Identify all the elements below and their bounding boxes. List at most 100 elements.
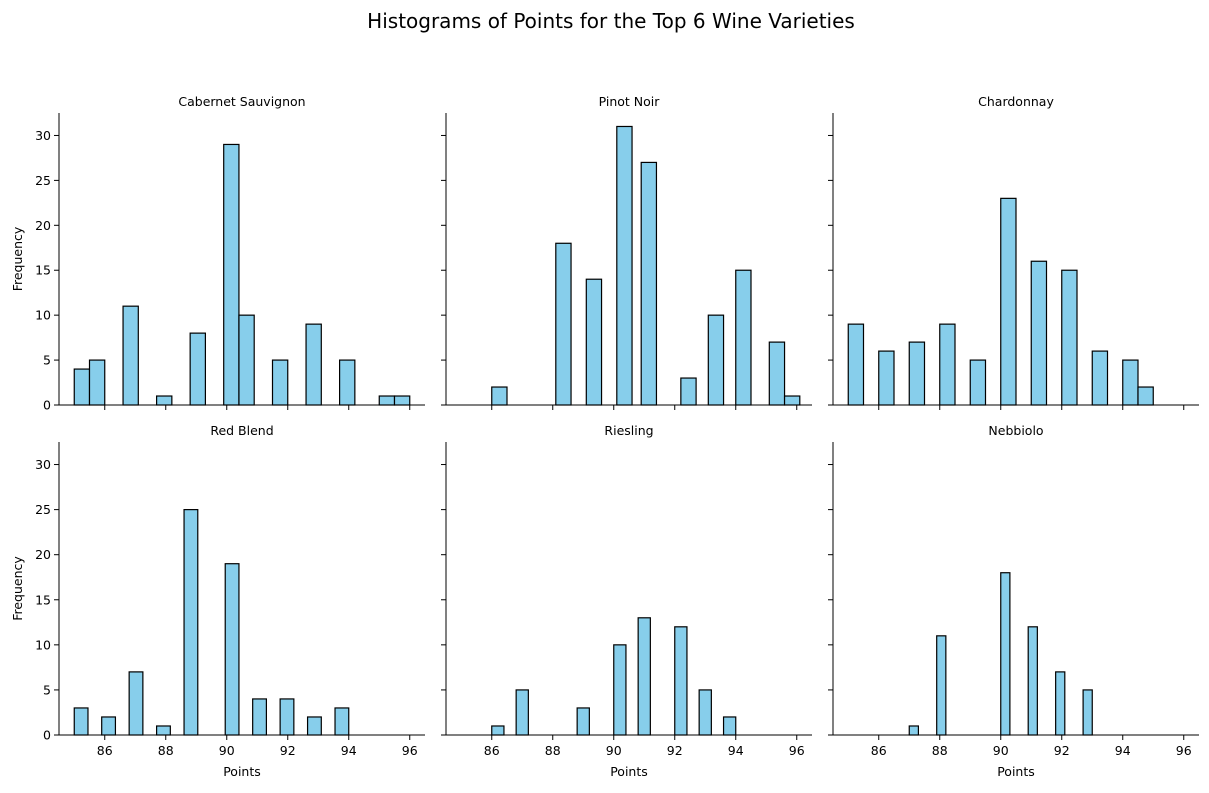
y-tick-label: 10: [35, 308, 51, 323]
x-tick-label: 86: [484, 743, 500, 758]
histogram-bar: [637, 617, 651, 736]
histogram-bar: [156, 395, 173, 406]
histogram-bar: [1000, 572, 1011, 736]
y-tick-label: 30: [35, 128, 51, 143]
histogram-bar: [279, 698, 295, 736]
panel-title: Riesling: [604, 423, 653, 438]
x-tick-label: 88: [932, 743, 948, 758]
histogram-bar: [491, 386, 508, 406]
x-tick-label: 96: [789, 743, 805, 758]
histogram-bar: [707, 314, 725, 406]
histogram-bar: [128, 671, 144, 736]
x-tick-label: 86: [871, 743, 887, 758]
histogram-bar: [305, 323, 322, 406]
y-tick-label: 15: [35, 592, 51, 607]
y-axis-label: Frequency: [10, 226, 25, 291]
histogram-bar: [1030, 260, 1048, 406]
x-tick-label: 94: [728, 743, 744, 758]
histogram-bar: [1137, 386, 1154, 406]
histogram-bar: [271, 359, 289, 406]
histogram-bar: [73, 368, 91, 406]
histogram-bar: [223, 143, 240, 406]
y-tick-label: 30: [35, 457, 51, 472]
histogram-bar: [1082, 689, 1093, 736]
x-tick-label: 92: [667, 743, 683, 758]
panel-4: 0 5 10 15 20 25 30 86 88 90 92 94 96 Red Blend Frequen…: [10, 423, 425, 779]
histogram-bar: [1055, 671, 1066, 736]
histogram-bar: [1091, 350, 1109, 406]
x-tick-label: 90: [993, 743, 1009, 758]
histogram-bar: [88, 359, 106, 406]
y-tick-label: 5: [43, 682, 51, 697]
histogram-bar: [1027, 626, 1038, 736]
histogram-bar: [393, 395, 411, 406]
histogram-bar: [515, 689, 529, 736]
panels-grid: 0 5 10 15 20 25 30 Cabernet Sauvignon Frequency P…: [10, 94, 1199, 779]
histogram-bar: [722, 716, 737, 736]
panel-title: Red Blend: [210, 423, 273, 438]
x-axis-label: Points: [610, 764, 648, 779]
panel-title: Nebbiolo: [988, 423, 1043, 438]
histogram-bar: [585, 278, 603, 406]
figure-title: Histograms of Points for the Top 6 Wine …: [367, 9, 855, 33]
histogram-bar: [674, 626, 688, 736]
histogram-bar: [698, 689, 712, 736]
y-tick-label: 25: [35, 173, 51, 188]
panel-5: 86 88 90 92 94 96 Riesling Points: [441, 423, 812, 779]
histogram-bar: [735, 269, 752, 406]
histogram-bar: [189, 332, 206, 406]
histogram-bar: [1000, 197, 1017, 406]
histogram-bar: [339, 359, 356, 406]
x-tick-label: 86: [97, 743, 113, 758]
histogram-bar: [1122, 359, 1139, 406]
panel-3: Chardonnay: [828, 94, 1199, 410]
histogram-bar: [156, 725, 171, 736]
histogram-bar: [238, 314, 255, 406]
x-axis-label: Points: [223, 764, 261, 779]
x-axis-label: Points: [997, 764, 1035, 779]
x-tick-label: 96: [402, 743, 418, 758]
y-tick-label: 0: [43, 728, 51, 743]
x-tick-label: 96: [1176, 743, 1192, 758]
panel-title: Chardonnay: [978, 94, 1054, 109]
histogram-bar: [936, 635, 947, 736]
histogram-bar: [969, 359, 987, 406]
histogram-bar: [306, 716, 322, 736]
histogram-bar: [252, 698, 268, 736]
histogram-bar: [640, 161, 658, 406]
x-tick-label: 94: [341, 743, 357, 758]
histogram-bar: [101, 716, 117, 736]
y-tick-label: 20: [35, 547, 51, 562]
histogram-bar: [768, 341, 786, 406]
x-tick-label: 88: [158, 743, 174, 758]
histogram-bar: [378, 395, 396, 406]
y-axis-label: Frequency: [10, 556, 25, 621]
x-tick-label: 90: [219, 743, 235, 758]
histogram-bar: [613, 644, 627, 736]
y-tick-label: 25: [35, 502, 51, 517]
histogram-bar: [908, 725, 919, 736]
panel-6: 86 88 90 92 94 96 Nebbiolo Points: [828, 423, 1199, 779]
histogram-bar: [783, 395, 801, 406]
histogram-bar: [616, 125, 633, 406]
histogram-bar: [939, 323, 956, 406]
x-tick-label: 90: [606, 743, 622, 758]
panel-1: 0 5 10 15 20 25 30 Cabernet Sauvignon Frequency: [10, 94, 425, 413]
histogram-bar: [334, 707, 350, 736]
y-tick-label: 15: [35, 263, 51, 278]
histogram-bar: [183, 509, 199, 736]
histogram-bar: [491, 725, 505, 736]
panel-title: Cabernet Sauvignon: [178, 94, 305, 109]
y-tick-label: 0: [43, 398, 51, 413]
histogram-bar: [908, 341, 926, 406]
x-tick-label: 92: [1054, 743, 1070, 758]
histogram-bar: [576, 707, 590, 736]
histogram-bar: [122, 305, 139, 406]
panel-title: Pinot Noir: [599, 94, 661, 109]
histogram-bar: [680, 377, 697, 406]
y-tick-label: 5: [43, 353, 51, 368]
histogram-bar: [1061, 269, 1078, 406]
x-tick-label: 92: [280, 743, 296, 758]
x-tick-label: 88: [545, 743, 561, 758]
